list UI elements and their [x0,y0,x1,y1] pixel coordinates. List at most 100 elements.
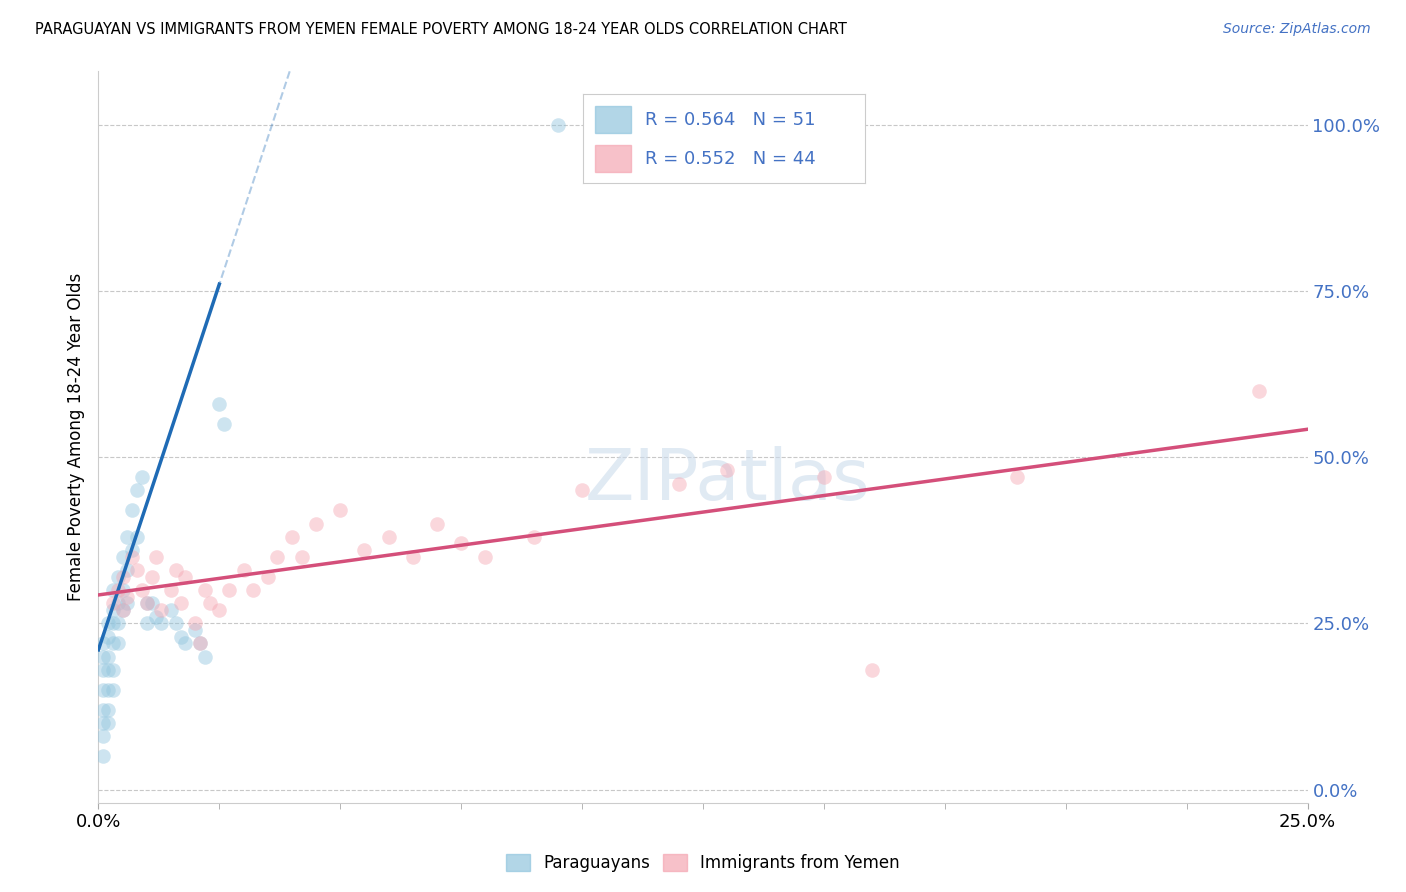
Point [188,636,211,650]
Point [242,582,264,597]
Point [91,663,114,677]
Point [91,636,114,650]
Point [169,630,191,644]
Point [107,616,129,631]
Point [97,630,120,644]
Text: ZIPatlas: ZIPatlas [585,447,870,516]
Point [91,703,114,717]
Point [121,503,143,517]
Text: R = 0.564   N = 51: R = 0.564 N = 51 [645,111,815,128]
Point [107,582,129,597]
Point [91,682,114,697]
Point [107,596,129,610]
Y-axis label: Female Poverty Among 18-24 Year Olds: Female Poverty Among 18-24 Year Olds [66,273,84,601]
Point [111,582,134,597]
Point [547,118,569,132]
Point [813,470,835,484]
Point [329,503,352,517]
Point [184,623,207,637]
Point [232,563,254,577]
FancyBboxPatch shape [595,106,631,133]
Point [474,549,496,564]
Point [127,563,149,577]
Point [97,663,120,677]
Point [91,716,114,731]
Point [160,603,183,617]
Point [860,663,883,677]
Legend: Paraguayans, Immigrants from Yemen: Paraguayans, Immigrants from Yemen [499,847,907,879]
Point [117,596,139,610]
Point [150,616,173,631]
Point [305,516,328,531]
Point [97,616,120,631]
Point [111,603,134,617]
Point [290,549,312,564]
Point [198,596,221,610]
Point [97,682,120,697]
Point [101,596,124,610]
Point [91,729,114,743]
Point [131,470,153,484]
Point [135,596,157,610]
Point [141,596,163,610]
Point [101,682,124,697]
Text: R = 0.552   N = 44: R = 0.552 N = 44 [645,150,815,168]
Point [184,616,207,631]
Point [174,636,197,650]
Point [101,603,124,617]
Point [194,649,217,664]
Point [165,616,187,631]
Point [150,603,173,617]
Point [97,703,120,717]
Point [101,616,124,631]
Point [131,582,153,597]
Point [188,636,211,650]
Point [117,590,139,604]
Text: PARAGUAYAN VS IMMIGRANTS FROM YEMEN FEMALE POVERTY AMONG 18-24 YEAR OLDS CORRELA: PARAGUAYAN VS IMMIGRANTS FROM YEMEN FEMA… [35,22,846,37]
Point [127,530,149,544]
Point [174,570,197,584]
Point [117,563,139,577]
Point [281,530,304,544]
Text: Source: ZipAtlas.com: Source: ZipAtlas.com [1223,22,1371,37]
Point [121,543,143,558]
Point [266,549,288,564]
Point [160,582,183,597]
Point [135,616,157,631]
Point [135,596,157,610]
Point [97,716,120,731]
Point [127,483,149,498]
Point [141,570,163,584]
Point [212,417,235,431]
Point [107,570,129,584]
Point [91,749,114,764]
Point [668,476,690,491]
Point [107,636,129,650]
Point [117,530,139,544]
Point [145,609,167,624]
Point [377,530,399,544]
Point [165,563,187,577]
Point [716,463,738,477]
Point [111,549,134,564]
Point [97,649,120,664]
FancyBboxPatch shape [595,145,631,172]
Point [426,516,449,531]
Point [194,582,217,597]
Point [101,663,124,677]
Point [111,570,134,584]
Point [218,582,240,597]
Point [101,582,124,597]
Point [208,603,231,617]
Point [169,596,191,610]
Point [450,536,472,550]
Point [208,397,231,411]
Point [1007,470,1029,484]
Point [353,543,375,558]
Point [91,649,114,664]
Point [111,603,134,617]
Point [121,549,143,564]
Point [256,570,278,584]
Point [145,549,167,564]
Point [1249,384,1271,398]
